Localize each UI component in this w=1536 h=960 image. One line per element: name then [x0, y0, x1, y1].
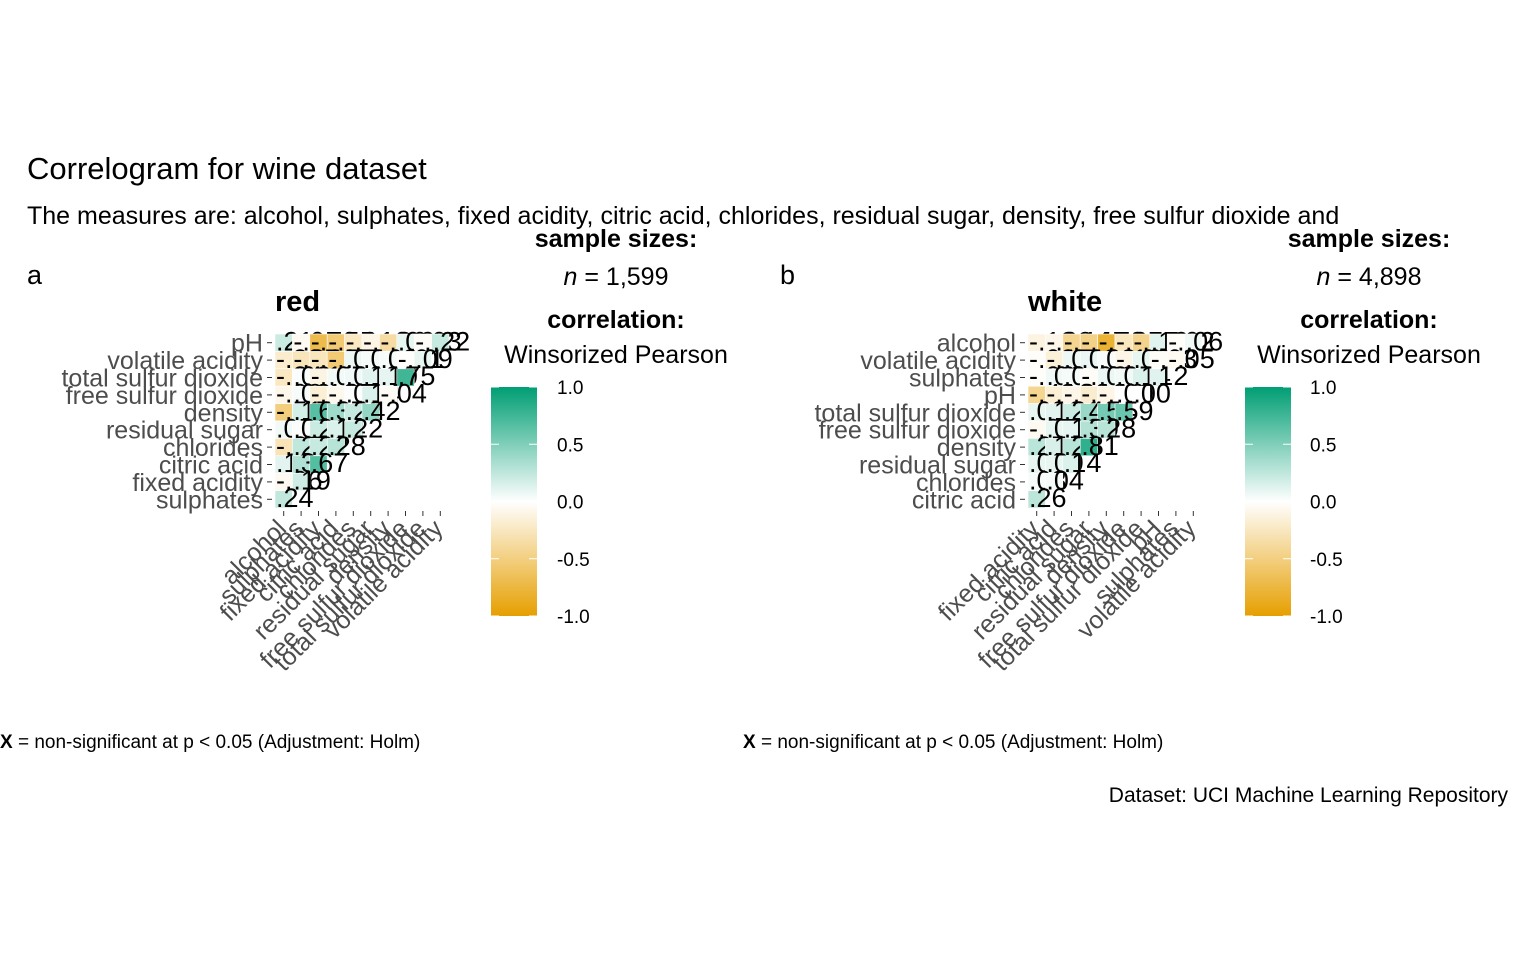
footnote-mark: X [743, 732, 756, 753]
heatmap-cell [379, 385, 398, 404]
y-tick-label: citric acid [159, 452, 263, 480]
sample-size-title: sample sizes: [1288, 225, 1451, 253]
cell-label: .22 [433, 326, 471, 356]
panel-title: red [275, 286, 320, 318]
plot-caption: Dataset: UCI Machine Learning Repository [1109, 784, 1509, 807]
panel-white: bwhite-.12-.08-.44-.47-.79-.25-.45.12-.0… [743, 225, 1481, 753]
y-tick-label: citric acid [912, 486, 1016, 514]
y-tick-label: chlorides [916, 469, 1016, 497]
y-tick-label: sulphates [156, 486, 263, 514]
sample-size-number: = 1,599 [577, 263, 668, 291]
legend-title: correlation: [547, 306, 685, 334]
heatmap-cell [1045, 472, 1064, 491]
y-tick-label: volatile acidity [860, 347, 1016, 375]
cell-label: .67 [311, 448, 349, 478]
panel-tag: b [780, 260, 795, 290]
y-tick-label: residual sugar [106, 417, 263, 445]
cell-label: .75 [398, 361, 436, 391]
cell-label: .24 [276, 483, 314, 513]
legend-tick-label: 1.0 [1310, 378, 1336, 399]
heatmap-cell [1184, 333, 1203, 352]
sample-size-n: n [564, 263, 578, 291]
legend-tick-label: -1.0 [1310, 607, 1343, 628]
cell-label: .59 [1116, 396, 1154, 426]
heatmap-cell [396, 368, 415, 387]
y-tick-label: free sulfur dioxide [66, 382, 263, 410]
cell-label: .09 [415, 344, 453, 374]
heatmap-cell [1149, 368, 1168, 387]
plot-subtitle: The measures are: alcohol, sulphates, fi… [27, 202, 1339, 230]
cell-label: .19 [293, 466, 331, 496]
cell-label: -.04 [380, 379, 427, 409]
y-tick-label: residual sugar [859, 452, 1016, 480]
heatmap-cell [431, 333, 450, 352]
legend-tick-label: 0.5 [1310, 435, 1336, 456]
footnote: X = non-significant at p < 0.05 (Adjustm… [743, 732, 1163, 753]
cell-label: .28 [328, 431, 366, 461]
footnote: X = non-significant at p < 0.05 (Adjustm… [0, 732, 420, 753]
y-tick-label: volatile acidity [107, 347, 263, 375]
sample-size-value: n = 1,599 [564, 263, 669, 291]
y-tick-label: fixed acidity [132, 469, 263, 497]
heatmap-cell [1166, 351, 1185, 370]
legend-tick-label: 0.0 [1310, 493, 1336, 514]
cell-label: .04 [1046, 466, 1084, 496]
y-tick-label: free sulfur dioxide [819, 417, 1016, 445]
y-tick-label: alcohol [937, 330, 1016, 358]
heatmap-cell [1027, 490, 1046, 509]
plot-title: Correlogram for wine dataset [27, 151, 427, 186]
cell-label: .14 [1064, 448, 1102, 478]
heatmap-cell [326, 438, 345, 457]
cell-label: .22 [346, 413, 384, 443]
sample-size-title: sample sizes: [535, 225, 698, 253]
y-tick-label: total sulfur dioxide [814, 399, 1016, 427]
y-tick-label: pH [984, 382, 1016, 410]
panel-tag: a [27, 260, 43, 290]
footnote-text: = non-significant at p < 0.05 (Adjustmen… [756, 732, 1164, 753]
legend-tick-label: -0.5 [557, 550, 590, 571]
footnote-text: = non-significant at p < 0.05 (Adjustmen… [13, 732, 421, 753]
panel-title: white [1027, 286, 1102, 318]
sample-size-number: = 4,898 [1330, 263, 1421, 291]
y-tick-label: sulphates [909, 365, 1016, 393]
legend-tick-label: 1.0 [557, 378, 583, 399]
footnote-mark: X [0, 732, 13, 753]
legend-title: correlation: [1300, 306, 1438, 334]
sample-size-value: n = 4,898 [1317, 263, 1422, 291]
legend-tick-label: -0.5 [1310, 550, 1343, 571]
legend-subtitle: Winsorized Pearson [504, 341, 728, 369]
heatmap-cell [1079, 438, 1098, 457]
y-tick-label: density [184, 399, 264, 427]
y-tick-label: chlorides [163, 434, 263, 462]
heatmap-cell [413, 351, 432, 370]
heatmap-cell [274, 490, 293, 509]
cell-label: .81 [1081, 431, 1119, 461]
y-tick-label: density [937, 434, 1017, 462]
sample-size-n: n [1317, 263, 1331, 291]
cell-label: .06 [1186, 326, 1224, 356]
heatmap-cell [1097, 420, 1116, 439]
heatmap-cell [309, 455, 328, 474]
heatmap-cell [292, 472, 311, 491]
cell-label: .28 [1099, 413, 1137, 443]
legend-tick-label: -1.0 [557, 607, 590, 628]
heatmap-cell [1114, 403, 1133, 422]
heatmap-cell [1132, 385, 1151, 404]
cell-label: -.05 [1168, 344, 1215, 374]
cell-label: .12 [1151, 361, 1189, 391]
legend-tick-label: 0.0 [557, 493, 583, 514]
legend-subtitle: Winsorized Pearson [1257, 341, 1481, 369]
y-tick-label: pH [231, 330, 263, 358]
y-tick-label: total sulfur dioxide [61, 365, 263, 393]
legend-tick-label: 0.5 [557, 435, 583, 456]
heatmap-cell [361, 403, 380, 422]
heatmap-cell [1062, 455, 1081, 474]
cell-label: .26 [1029, 483, 1067, 513]
cell-label: .42 [363, 396, 401, 426]
cell-label: .00 [1133, 379, 1171, 409]
heatmap-cell [344, 420, 363, 439]
panel-red: ared.21-.05-.70-.55-.24-.10-.36.09-.03.2… [0, 225, 728, 753]
